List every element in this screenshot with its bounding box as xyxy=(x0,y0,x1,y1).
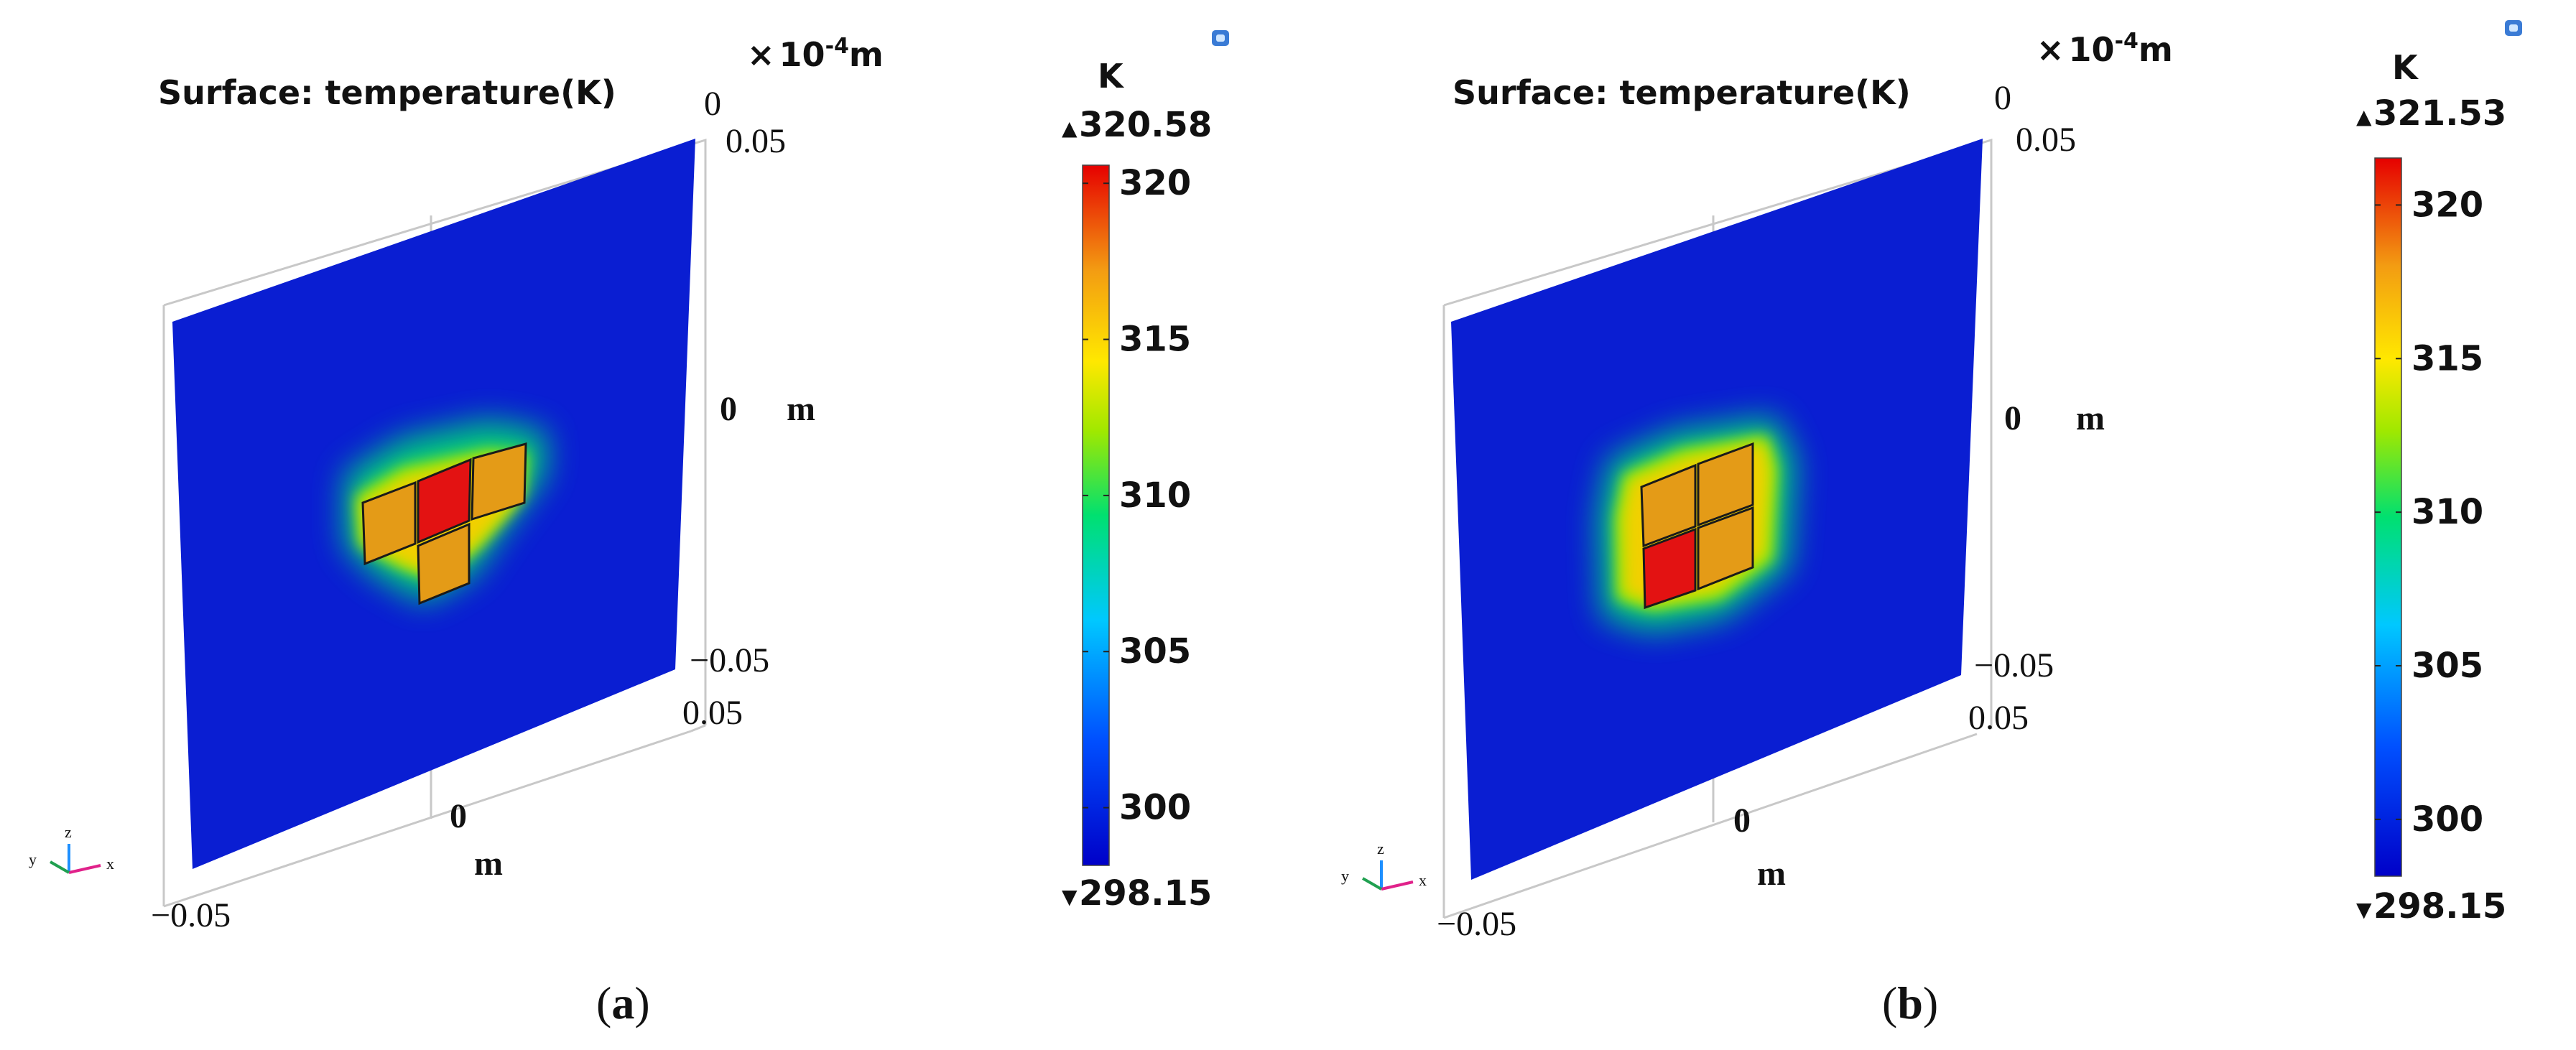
scale-factor: × 10-4m xyxy=(2037,29,2173,69)
scale-factor: × 10-4m xyxy=(747,34,884,74)
svg-text:x: x xyxy=(106,855,114,873)
colorbar-max-label: 321.53 xyxy=(2373,93,2506,134)
colorbar-min-label: 298.15 xyxy=(1079,873,1212,914)
heat-sources xyxy=(361,442,527,605)
colorbar-min-label: 298.15 xyxy=(2373,886,2506,926)
axis-x-right: 0.05 xyxy=(1968,699,2029,737)
colorbar-gradient xyxy=(2374,157,2402,877)
svg-text:x: x xyxy=(1419,871,1427,889)
comsol-logo-icon xyxy=(2505,20,2522,36)
axis-x-left: −0.05 xyxy=(1437,905,1516,943)
colorbar-tick-label: 300 xyxy=(2411,799,2483,840)
colorbar-tick-label: 320 xyxy=(1119,163,1191,203)
axis-x-mid: 0 xyxy=(1733,802,1751,840)
panel-a: Surface: temperature(K) × 10-4m 0 0.05 0 … xyxy=(29,30,1229,1028)
axis-x-left: −0.05 xyxy=(151,896,231,934)
colorbar-gradient xyxy=(1082,164,1110,866)
axis-triad-icon: z x y xyxy=(1341,840,1427,891)
colorbar-max-arrow-icon: ▲ xyxy=(1062,116,1078,140)
axis-x-right: 0.05 xyxy=(682,694,743,732)
axis-y-bottom: −0.05 xyxy=(1974,646,2054,684)
axis-y-mid: 0 xyxy=(2004,399,2021,437)
colorbar-tick-label: 320 xyxy=(2411,185,2483,225)
svg-text:y: y xyxy=(29,850,37,868)
colorbar-max-arrow-icon: ▲ xyxy=(2356,105,2372,129)
colorbar-tick-label: 310 xyxy=(1119,475,1191,516)
axis-triad-icon: z x y xyxy=(29,823,114,874)
axis-x-mid: 0 xyxy=(450,797,467,835)
colorbar: K ▲ 320.58 320 315 310 305 300 ▼ 298.15 xyxy=(1062,57,1212,914)
caption-b: (b) xyxy=(1882,977,1938,1028)
axis-x-unit: m xyxy=(474,845,503,883)
axis-top-zero: 0 xyxy=(704,85,721,123)
heat-source-bottom xyxy=(417,522,471,605)
panel-b: Surface: temperature(K) × 10-4m 0 0.05 0 … xyxy=(1341,20,2522,1028)
colorbar-unit: K xyxy=(2392,48,2419,87)
heat-source-left xyxy=(361,480,417,566)
svg-text:y: y xyxy=(1341,867,1349,885)
colorbar-tick-label: 305 xyxy=(1119,631,1191,672)
colorbar-ticks: 320 315 310 305 300 xyxy=(2375,185,2483,840)
axis-top-zero: 0 xyxy=(1994,79,2011,117)
colorbar-min-arrow-icon: ▼ xyxy=(1062,885,1078,909)
colorbar-unit: K xyxy=(1098,57,1125,96)
axis-x-unit: m xyxy=(1757,855,1786,893)
colorbar-ticks: 320 315 310 305 300 xyxy=(1083,163,1191,828)
heat-source-right xyxy=(471,442,527,521)
axis-y-top: 0.05 xyxy=(726,122,786,160)
plot-title: Surface: temperature(K) xyxy=(158,73,616,112)
colorbar-tick-label: 315 xyxy=(2411,338,2483,378)
heat-source-center xyxy=(417,457,472,544)
axis-y-mid: 0 xyxy=(720,390,737,428)
axis-y-unit: m xyxy=(787,390,815,428)
colorbar-tick-label: 305 xyxy=(2411,646,2483,686)
colorbar-tick-label: 310 xyxy=(2411,492,2483,532)
comsol-logo-icon xyxy=(1212,30,1229,46)
svg-text:z: z xyxy=(1377,840,1384,858)
colorbar-min-arrow-icon: ▼ xyxy=(2356,898,2372,921)
axis-y-top: 0.05 xyxy=(2016,121,2076,159)
caption-a: (a) xyxy=(596,977,650,1028)
axis-y-unit: m xyxy=(2076,399,2105,437)
heat-sources xyxy=(1640,442,1754,610)
colorbar-tick-label: 300 xyxy=(1119,788,1191,828)
heat-source-top-right xyxy=(1697,442,1754,527)
plot-title: Surface: temperature(K) xyxy=(1453,73,1911,112)
heat-source-top-left xyxy=(1640,463,1697,548)
colorbar: K ▲ 321.53 320 315 310 305 300 ▼ 298.15 xyxy=(2356,48,2506,926)
heat-source-bottom-right xyxy=(1697,506,1754,591)
svg-text:z: z xyxy=(65,823,72,841)
axis-y-bottom: −0.05 xyxy=(690,641,769,679)
colorbar-max-label: 320.58 xyxy=(1079,105,1212,145)
heat-source-bottom-left xyxy=(1642,527,1697,610)
colorbar-tick-label: 315 xyxy=(1119,320,1191,360)
